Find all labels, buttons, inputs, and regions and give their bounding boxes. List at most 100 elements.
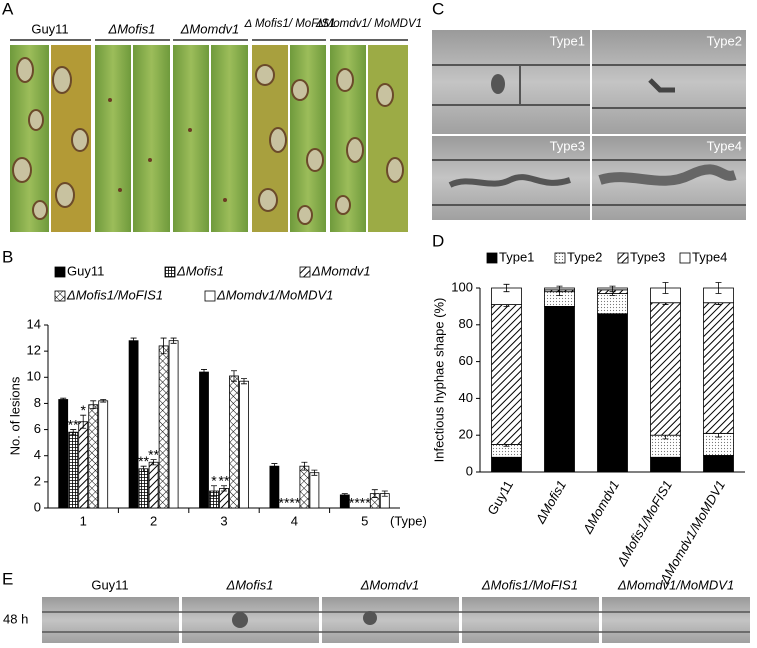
error-bar xyxy=(341,493,348,497)
y-tick-label: 8 xyxy=(34,395,41,410)
strain-label: ΔMomdv1 xyxy=(360,577,420,592)
strain-label: ΔMomdv1/MoMDV1 xyxy=(617,577,734,592)
bar-segment xyxy=(597,313,628,473)
x-tick-label: 1 xyxy=(80,513,87,528)
leaf-images xyxy=(10,39,408,232)
y-tick-label: 2 xyxy=(34,473,41,488)
error-bar xyxy=(503,283,510,293)
significance: **** xyxy=(279,495,301,511)
significance: ** xyxy=(68,416,79,432)
strain-label: ΔMofis1/MoFIS1 xyxy=(481,577,578,592)
strain-label: ΔMofis1 xyxy=(107,21,155,36)
legend-label: Type2 xyxy=(567,249,602,264)
legend-swatch xyxy=(299,266,311,278)
legend-label: ΔMomdv1/MoMDV1 xyxy=(216,287,333,302)
y-axis-label: No. of lesions xyxy=(7,376,22,455)
bar xyxy=(309,472,320,509)
significance: ** xyxy=(138,453,149,469)
significance: * xyxy=(211,472,217,488)
type-label: Type4 xyxy=(707,138,742,153)
error-bar xyxy=(301,461,308,471)
error-bar xyxy=(221,485,227,492)
x-tick-label: ΔMofis1 xyxy=(532,478,569,527)
panel-letter: D xyxy=(432,231,444,250)
strain-label: Δ Mofis1/ MoFIS1 xyxy=(243,18,335,30)
error-bar xyxy=(100,399,107,403)
error-bar xyxy=(170,337,177,344)
bar xyxy=(58,399,69,509)
strain-label: ΔMofis1 xyxy=(225,577,273,592)
y-axis-label: Infectious hyphae shape (%) xyxy=(431,298,446,463)
error-bar xyxy=(80,414,87,429)
x-axis-label: (Type) xyxy=(390,513,427,528)
y-tick-label: 100 xyxy=(451,279,473,294)
legend-swatch xyxy=(164,266,176,278)
error-bar xyxy=(715,282,722,294)
legend-label: ΔMomdv1 xyxy=(311,263,371,278)
significance: ** xyxy=(148,446,159,462)
time-label: 48 h xyxy=(3,611,28,626)
x-tick-label: 4 xyxy=(291,513,298,528)
x-tick-label: 3 xyxy=(220,513,227,528)
y-tick-label: 14 xyxy=(27,316,41,331)
legend-label: Guy11 xyxy=(67,263,104,278)
y-tick-label: 80 xyxy=(459,316,473,331)
bar xyxy=(88,404,99,509)
y-tick-label: 60 xyxy=(459,353,473,368)
legend-label: Type1 xyxy=(499,249,534,264)
error-bar xyxy=(311,469,318,476)
y-tick-label: 40 xyxy=(459,390,473,405)
strain-label: Guy11 xyxy=(91,577,128,592)
legend-swatch xyxy=(486,252,498,264)
error-bar xyxy=(130,337,137,344)
type-label: Type3 xyxy=(550,138,585,153)
error-bar xyxy=(609,285,616,291)
strain-label: ΔMomdv1 xyxy=(180,21,240,36)
error-bar xyxy=(381,490,388,497)
legend-swatch xyxy=(617,252,629,264)
bar xyxy=(98,400,109,509)
bar xyxy=(138,468,149,509)
error-bar xyxy=(90,400,97,410)
legend-swatch xyxy=(54,266,66,278)
error-bar xyxy=(70,429,77,436)
error-bar xyxy=(271,463,278,470)
bar xyxy=(158,345,169,509)
y-tick-label: 10 xyxy=(27,369,41,384)
strain-label: ΔMomdv1/ MoMDV1 xyxy=(315,18,422,30)
error-bar xyxy=(201,369,207,376)
panel-letter: C xyxy=(432,0,444,18)
y-tick-label: 12 xyxy=(27,343,41,358)
panel-letter: A xyxy=(2,0,14,18)
bar xyxy=(168,340,179,509)
bar-segment xyxy=(703,302,734,434)
error-bar xyxy=(371,489,378,498)
error-bar xyxy=(556,285,563,291)
y-tick-label: 20 xyxy=(459,427,473,442)
y-tick-label: 6 xyxy=(34,421,41,436)
image-panels xyxy=(10,30,750,643)
bar xyxy=(239,380,249,509)
legend-label: ΔMofis1/MoFIS1 xyxy=(66,287,163,302)
y-tick-label: 0 xyxy=(466,463,473,478)
legend-label: Type4 xyxy=(692,249,727,264)
legend-label: Type3 xyxy=(630,249,665,264)
error-bar xyxy=(140,465,147,472)
micrographs-e xyxy=(42,597,750,643)
x-tick-label: 5 xyxy=(361,513,368,528)
type-label: Type2 xyxy=(707,33,742,48)
legend-swatch xyxy=(679,252,691,264)
type-label: Type1 xyxy=(550,33,585,48)
error-bar xyxy=(662,282,669,294)
y-tick-label: 0 xyxy=(34,499,41,514)
bar xyxy=(299,465,310,509)
bar-segment xyxy=(544,305,575,473)
error-bar xyxy=(241,378,247,385)
y-tick-label: 4 xyxy=(34,447,41,462)
bar xyxy=(199,371,209,509)
bar-segment xyxy=(491,304,522,445)
bar xyxy=(128,340,139,509)
bar-segment xyxy=(650,302,681,436)
strain-label: Guy11 xyxy=(31,21,68,36)
error-bar xyxy=(160,337,167,355)
